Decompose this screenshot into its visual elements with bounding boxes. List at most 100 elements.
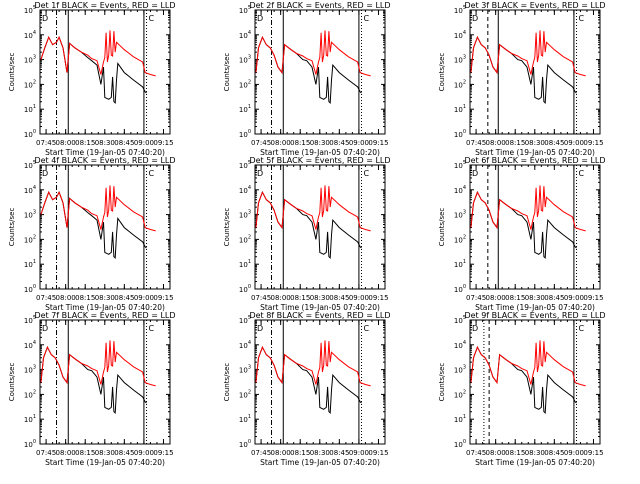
x-tick-label: 09:00	[349, 449, 369, 457]
x-axis-label: Start Time (19-Jan-05 07:40:20)	[260, 303, 380, 312]
y-tick-label: 105	[239, 315, 251, 325]
y-tick-label: 100	[24, 439, 36, 449]
y-tick-label: 100	[239, 284, 251, 294]
x-tick-label: 08:15	[75, 294, 95, 302]
series-line-lld	[255, 185, 371, 232]
x-tick-label: 08:00	[271, 139, 291, 147]
x-tick-label: 09:00	[349, 139, 369, 147]
x-tick-label: 09:00	[134, 294, 154, 302]
y-axis-label: Counts/sec	[223, 363, 231, 402]
plot-frame	[254, 9, 386, 135]
y-tick-label: 100	[24, 284, 36, 294]
y-tick-label: 104	[24, 30, 36, 40]
x-tick-label: 08:45	[114, 294, 134, 302]
y-tick-label: 105	[24, 160, 36, 170]
x-tick-label: 08:45	[114, 449, 134, 457]
x-tick-label: 08:15	[505, 449, 525, 457]
panel-det-7: 100 101 102 103 104 105 07:45 08:00 08:15 08:30 08…	[8, 311, 176, 467]
y-axis-label: Counts/sec	[438, 363, 446, 402]
x-tick-label: 09:15	[368, 139, 388, 147]
y-tick-label: 101	[454, 104, 466, 114]
series-line-lld	[470, 30, 586, 77]
x-tick-label: 08:00	[271, 449, 291, 457]
x-tick-label: 08:30	[310, 294, 330, 302]
series-line-lld	[40, 185, 156, 232]
x-tick-label: 08:00	[56, 294, 76, 302]
x-tick-label: 09:15	[368, 449, 388, 457]
y-tick-label: 102	[454, 79, 466, 89]
box-label-d: D	[472, 169, 478, 178]
x-tick-label: 08:15	[505, 294, 525, 302]
panel-title: Det 3f BLACK = Events, RED = LLD	[464, 1, 605, 10]
x-tick-label: 09:15	[368, 294, 388, 302]
panel-title: Det 7f BLACK = Events, RED = LLD	[34, 311, 175, 320]
y-tick-label: 101	[24, 104, 36, 114]
y-tick-label: 102	[24, 234, 36, 244]
y-axis-label: Counts/sec	[8, 208, 16, 247]
x-tick-label: 09:00	[349, 294, 369, 302]
x-tick-label: 08:30	[95, 294, 115, 302]
y-tick-label: 103	[239, 55, 251, 65]
plot-frame	[39, 164, 171, 290]
x-tick-label: 07:45	[251, 294, 271, 302]
y-tick-label: 104	[24, 185, 36, 195]
x-tick-label: 08:15	[290, 294, 310, 302]
y-tick-label: 102	[454, 389, 466, 399]
x-tick-label: 08:15	[75, 449, 95, 457]
series-line-lld	[255, 340, 371, 387]
y-tick-label: 100	[454, 439, 466, 449]
x-tick-label: 08:15	[505, 139, 525, 147]
x-tick-label: 09:00	[134, 139, 154, 147]
y-tick-label: 100	[239, 129, 251, 139]
x-tick-label: 08:30	[95, 449, 115, 457]
x-tick-label: 08:30	[310, 139, 330, 147]
x-tick-label: 09:15	[583, 294, 603, 302]
panel-det-8: 100 101 102 103 104 105 07:45 08:00 08:15 08:30 08…	[223, 311, 391, 467]
y-axis-label: Counts/sec	[223, 53, 231, 92]
y-tick-label: 105	[239, 160, 251, 170]
x-tick-label: 09:00	[134, 449, 154, 457]
y-tick-label: 105	[24, 5, 36, 15]
y-tick-label: 101	[239, 259, 251, 269]
y-tick-label: 101	[24, 259, 36, 269]
x-tick-label: 08:15	[290, 449, 310, 457]
y-tick-label: 100	[454, 129, 466, 139]
x-tick-label: 09:15	[153, 294, 173, 302]
box-label-c: C	[579, 169, 585, 178]
x-tick-label: 08:00	[486, 294, 506, 302]
y-tick-label: 105	[454, 160, 466, 170]
box-label-c: C	[364, 324, 370, 333]
panel-title: Det 1f BLACK = Events, RED = LLD	[34, 1, 175, 10]
y-axis-label: Counts/sec	[223, 208, 231, 247]
panel-det-5: 100 101 102 103 104 105 07:45 08:00 08:15 08:30 08…	[223, 156, 391, 312]
y-tick-label: 100	[454, 284, 466, 294]
x-axis-label: Start Time (19-Jan-05 07:40:20)	[45, 458, 165, 467]
x-axis-label: Start Time (19-Jan-05 07:40:20)	[475, 148, 595, 157]
plot-frame	[39, 319, 171, 445]
y-tick-label: 103	[454, 55, 466, 65]
x-tick-label: 08:30	[525, 449, 545, 457]
series-line-events	[470, 190, 577, 259]
x-tick-label: 09:00	[564, 294, 584, 302]
x-tick-label: 09:00	[564, 139, 584, 147]
x-axis-label: Start Time (19-Jan-05 07:40:20)	[45, 303, 165, 312]
x-tick-label: 08:00	[56, 449, 76, 457]
x-tick-label: 07:45	[466, 139, 486, 147]
y-tick-label: 104	[454, 185, 466, 195]
series-line-events	[470, 345, 577, 414]
x-tick-label: 08:15	[75, 139, 95, 147]
x-tick-label: 09:15	[153, 449, 173, 457]
box-label-c: C	[149, 14, 155, 23]
box-label-c: C	[579, 324, 585, 333]
y-tick-label: 103	[454, 365, 466, 375]
x-tick-label: 08:00	[271, 294, 291, 302]
y-tick-label: 100	[239, 439, 251, 449]
x-tick-label: 08:15	[290, 139, 310, 147]
y-tick-label: 105	[454, 5, 466, 15]
x-tick-label: 07:45	[251, 449, 271, 457]
x-tick-label: 08:30	[95, 139, 115, 147]
x-tick-label: 07:45	[466, 449, 486, 457]
y-tick-label: 103	[454, 210, 466, 220]
